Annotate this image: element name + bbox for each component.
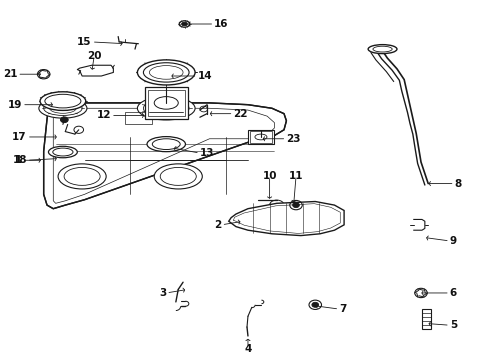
- Circle shape: [311, 302, 318, 307]
- Text: 3: 3: [159, 288, 166, 298]
- Text: 15: 15: [77, 37, 92, 47]
- Bar: [247, 130, 274, 144]
- Circle shape: [61, 117, 68, 123]
- Ellipse shape: [181, 22, 187, 26]
- Ellipse shape: [367, 45, 396, 54]
- Text: 9: 9: [449, 236, 456, 246]
- Text: 22: 22: [233, 109, 247, 119]
- Ellipse shape: [48, 146, 77, 158]
- Text: 5: 5: [449, 320, 456, 330]
- Text: 17: 17: [12, 132, 27, 142]
- Text: 2: 2: [214, 220, 221, 230]
- Text: 6: 6: [449, 288, 456, 298]
- Bar: [125, 112, 151, 125]
- Text: 7: 7: [339, 304, 346, 314]
- Text: 12: 12: [96, 111, 111, 121]
- Text: 18: 18: [12, 155, 27, 165]
- Bar: [148, 90, 184, 116]
- Polygon shape: [43, 103, 286, 209]
- Polygon shape: [228, 202, 344, 235]
- Text: 23: 23: [286, 134, 300, 144]
- Ellipse shape: [40, 92, 85, 111]
- Bar: [144, 87, 187, 119]
- Text: 11: 11: [288, 171, 303, 181]
- Circle shape: [292, 203, 299, 208]
- Text: 14: 14: [197, 71, 212, 81]
- Text: 13: 13: [200, 148, 214, 158]
- Text: 21: 21: [3, 69, 17, 79]
- Ellipse shape: [147, 136, 185, 152]
- Text: 1: 1: [15, 155, 22, 165]
- Text: 20: 20: [87, 51, 101, 61]
- Ellipse shape: [154, 164, 202, 189]
- Text: 19: 19: [8, 100, 22, 110]
- Ellipse shape: [137, 60, 195, 85]
- Bar: [421, 309, 430, 329]
- Ellipse shape: [58, 164, 106, 189]
- Text: 16: 16: [214, 19, 228, 29]
- Ellipse shape: [137, 96, 195, 120]
- Ellipse shape: [39, 98, 87, 118]
- Bar: [249, 131, 272, 143]
- Text: 4: 4: [244, 343, 251, 354]
- Text: 10: 10: [262, 171, 276, 181]
- Text: 8: 8: [454, 179, 461, 189]
